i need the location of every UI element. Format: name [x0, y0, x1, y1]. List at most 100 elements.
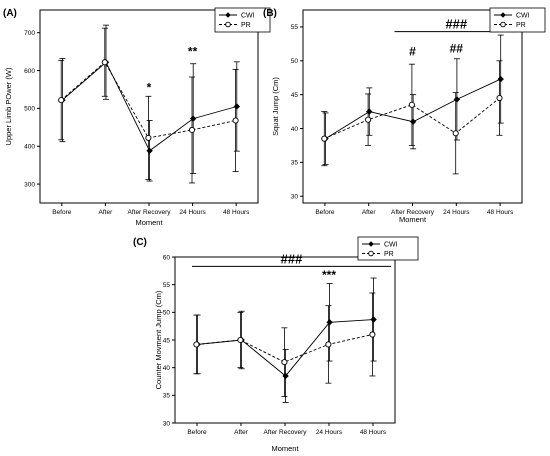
legend-label: CWI — [241, 13, 255, 20]
data-point — [366, 108, 373, 115]
series-pr — [58, 27, 239, 184]
legend-label: PR — [516, 22, 526, 29]
y-tick-label: 400 — [24, 144, 35, 151]
y-tick-label: 700 — [24, 30, 35, 37]
x-tick-label: Before — [315, 209, 335, 216]
significance-marker: # — [409, 44, 416, 58]
data-point — [408, 101, 415, 108]
x-tick-label: Before — [187, 429, 207, 436]
x-tick-label: 24 Hours — [443, 209, 470, 216]
y-axis-label: Upper Limb POwer (W) — [4, 67, 13, 145]
x-tick-label: After Recovery — [264, 429, 308, 436]
plot-frame — [174, 256, 396, 424]
legend-marker — [225, 21, 231, 28]
series-cwi — [59, 24, 240, 182]
legend: CWI PR — [489, 7, 546, 33]
data-point — [365, 116, 372, 123]
data-point — [452, 130, 459, 137]
significance-marker: * — [147, 80, 152, 94]
data-point — [101, 59, 108, 66]
x-tick-label: After — [234, 429, 249, 436]
data-point — [190, 115, 197, 122]
data-point — [233, 103, 240, 110]
x-tick-label: 48 Hours — [487, 209, 514, 216]
x-tick-label: After Recovery — [391, 209, 435, 216]
legend-box — [214, 7, 271, 33]
legend: CWI PR — [357, 236, 419, 261]
y-tick-label: 30 — [291, 194, 299, 201]
y-tick-label: 45 — [163, 337, 171, 344]
y-tick-label: 55 — [291, 24, 299, 31]
y-tick-label: 45 — [291, 92, 299, 99]
data-point — [496, 94, 503, 102]
chart-panel-3: (C) 30 35 40 45 50 55 60 Before After After Recove… — [133, 236, 419, 453]
x-tick-label: 48 Hours — [360, 429, 387, 436]
x-axis-label: Moment — [399, 215, 427, 224]
panel-label: (B) — [263, 8, 277, 19]
data-point — [281, 359, 288, 366]
y-axis-label: Counter Movment Jump (Cm) — [154, 290, 163, 389]
series-cwi — [194, 277, 377, 403]
significance-marker: *** — [322, 268, 336, 282]
legend-label: PR — [241, 22, 251, 29]
x-tick-label: After Recovery — [128, 209, 172, 216]
chart-panel-1: (A) 300 400 500 600 700 Before After After Recov… — [3, 7, 271, 227]
data-point — [237, 336, 244, 344]
legend-label: CWI — [384, 242, 398, 249]
x-tick-label: After — [362, 209, 377, 216]
y-tick-label: 50 — [163, 310, 171, 317]
panel-label: (C) — [133, 237, 147, 248]
data-point — [497, 75, 504, 83]
y-tick-label: 40 — [291, 126, 299, 133]
data-point — [193, 341, 200, 348]
legend-marker — [368, 250, 374, 257]
x-tick-label: 48 Hours — [223, 209, 250, 216]
data-point — [232, 117, 239, 124]
legend-marker — [500, 21, 506, 28]
y-axis-label: Squat Jump (Cm) — [271, 77, 280, 136]
significance-marker: ** — [188, 44, 198, 58]
y-tick-label: 35 — [163, 393, 171, 400]
y-tick-label: 60 — [163, 254, 171, 261]
x-axis-label: Moment — [135, 218, 163, 227]
x-tick-label: 24 Hours — [179, 209, 206, 216]
y-tick-label: 300 — [24, 181, 35, 188]
panel-label: (A) — [3, 8, 17, 19]
significance-marker: ## — [450, 42, 464, 56]
series-pr — [193, 292, 376, 397]
legend: CWI PR — [214, 7, 271, 33]
data-point — [369, 331, 376, 338]
legend-marker — [368, 241, 374, 247]
data-point — [325, 341, 332, 348]
y-tick-label: 600 — [24, 68, 35, 75]
data-point — [146, 147, 153, 154]
x-axis-label: Moment — [271, 444, 299, 453]
data-point — [321, 135, 328, 142]
y-tick-label: 30 — [163, 420, 171, 427]
bracket-label: ### — [281, 251, 303, 266]
data-point — [370, 316, 377, 323]
y-tick-label: 40 — [163, 365, 171, 372]
x-tick-label: Before — [52, 209, 72, 216]
x-tick-label: After — [99, 209, 114, 216]
plot-frame — [39, 9, 259, 204]
series-line — [196, 334, 373, 363]
chart-panel-2: (B) 30 35 40 45 50 55 Before After After Recovery… — [263, 7, 546, 224]
data-point — [188, 126, 196, 134]
x-tick-label: 24 Hours — [316, 429, 343, 436]
legend-label: CWI — [516, 13, 530, 20]
data-point — [409, 118, 417, 125]
y-tick-label: 50 — [291, 58, 299, 65]
legend-marker — [500, 12, 506, 18]
y-tick-label: 35 — [291, 160, 299, 167]
y-tick-label: 500 — [24, 106, 35, 113]
data-point — [145, 134, 152, 141]
legend-marker — [225, 12, 231, 18]
legend-box — [489, 7, 546, 33]
y-tick-label: 55 — [163, 282, 171, 289]
series-pr — [321, 60, 503, 175]
data-point — [58, 97, 65, 104]
data-point — [453, 96, 461, 103]
legend-label: PR — [384, 251, 394, 258]
